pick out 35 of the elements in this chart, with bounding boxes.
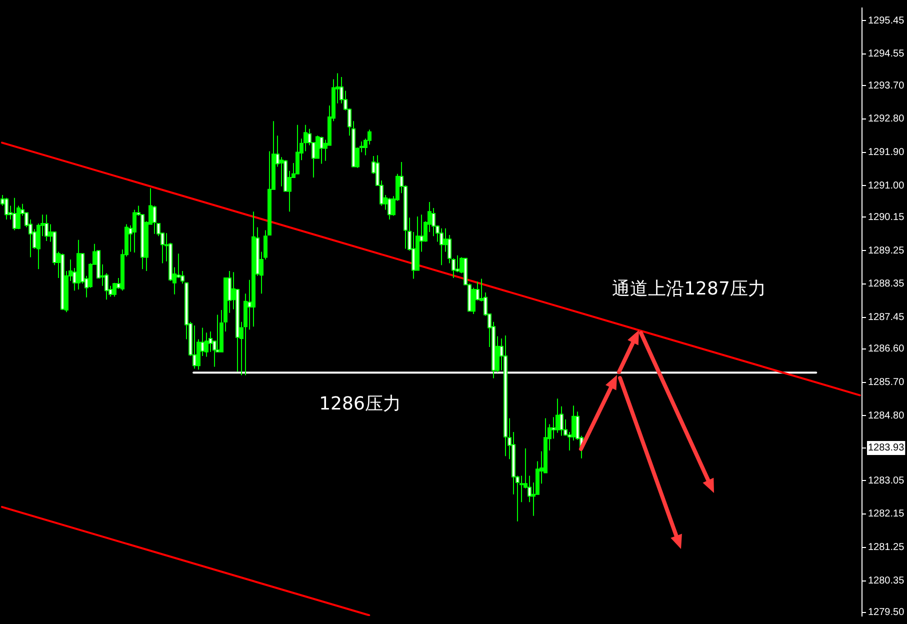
candlestick — [112, 282, 116, 298]
candlestick — [440, 228, 444, 266]
y-tick-label: 1293.70 — [868, 80, 905, 92]
candlestick — [132, 209, 136, 253]
y-tick-label: 1279.50 — [868, 607, 905, 618]
annotation: 1286压力 — [319, 394, 401, 415]
y-tick-label: 1288.35 — [868, 278, 905, 290]
candlestick — [320, 136, 324, 164]
y-tick-label: 1286.60 — [868, 344, 905, 355]
y-tick-label: 1287.45 — [868, 312, 905, 324]
candlestick — [4, 197, 8, 220]
candlestick — [12, 197, 16, 231]
y-tick-label: 1291.90 — [868, 147, 905, 158]
candlestick — [296, 124, 300, 174]
y-tick-label: 1284.80 — [868, 410, 905, 422]
candlestick — [208, 330, 212, 352]
annotation: 通道上沿1287压力 — [612, 278, 766, 300]
y-tick-label: 1283.05 — [868, 475, 905, 486]
candlestick — [192, 325, 196, 370]
y-tick-label: 1285.70 — [868, 377, 905, 388]
y-tick-label: 1282.15 — [868, 508, 905, 520]
candlestick — [552, 416, 556, 440]
y-tick-label: 1289.25 — [868, 245, 905, 256]
y-tick-label: 1283.93 — [868, 442, 905, 454]
y-tick-label: 1280.35 — [868, 576, 905, 587]
y-tick-label: 1291.00 — [868, 180, 905, 192]
candlestick — [152, 205, 156, 234]
candlestick — [204, 332, 208, 358]
candlestick — [44, 214, 48, 242]
y-tick-label: 1292.80 — [868, 114, 905, 125]
y-tick-label: 1281.25 — [868, 542, 905, 554]
y-tick-label: 1290.15 — [868, 212, 905, 223]
y-tick-label: 1294.55 — [868, 48, 905, 60]
y-tick-label: 1295.45 — [868, 15, 905, 26]
candlestick — [388, 197, 392, 220]
